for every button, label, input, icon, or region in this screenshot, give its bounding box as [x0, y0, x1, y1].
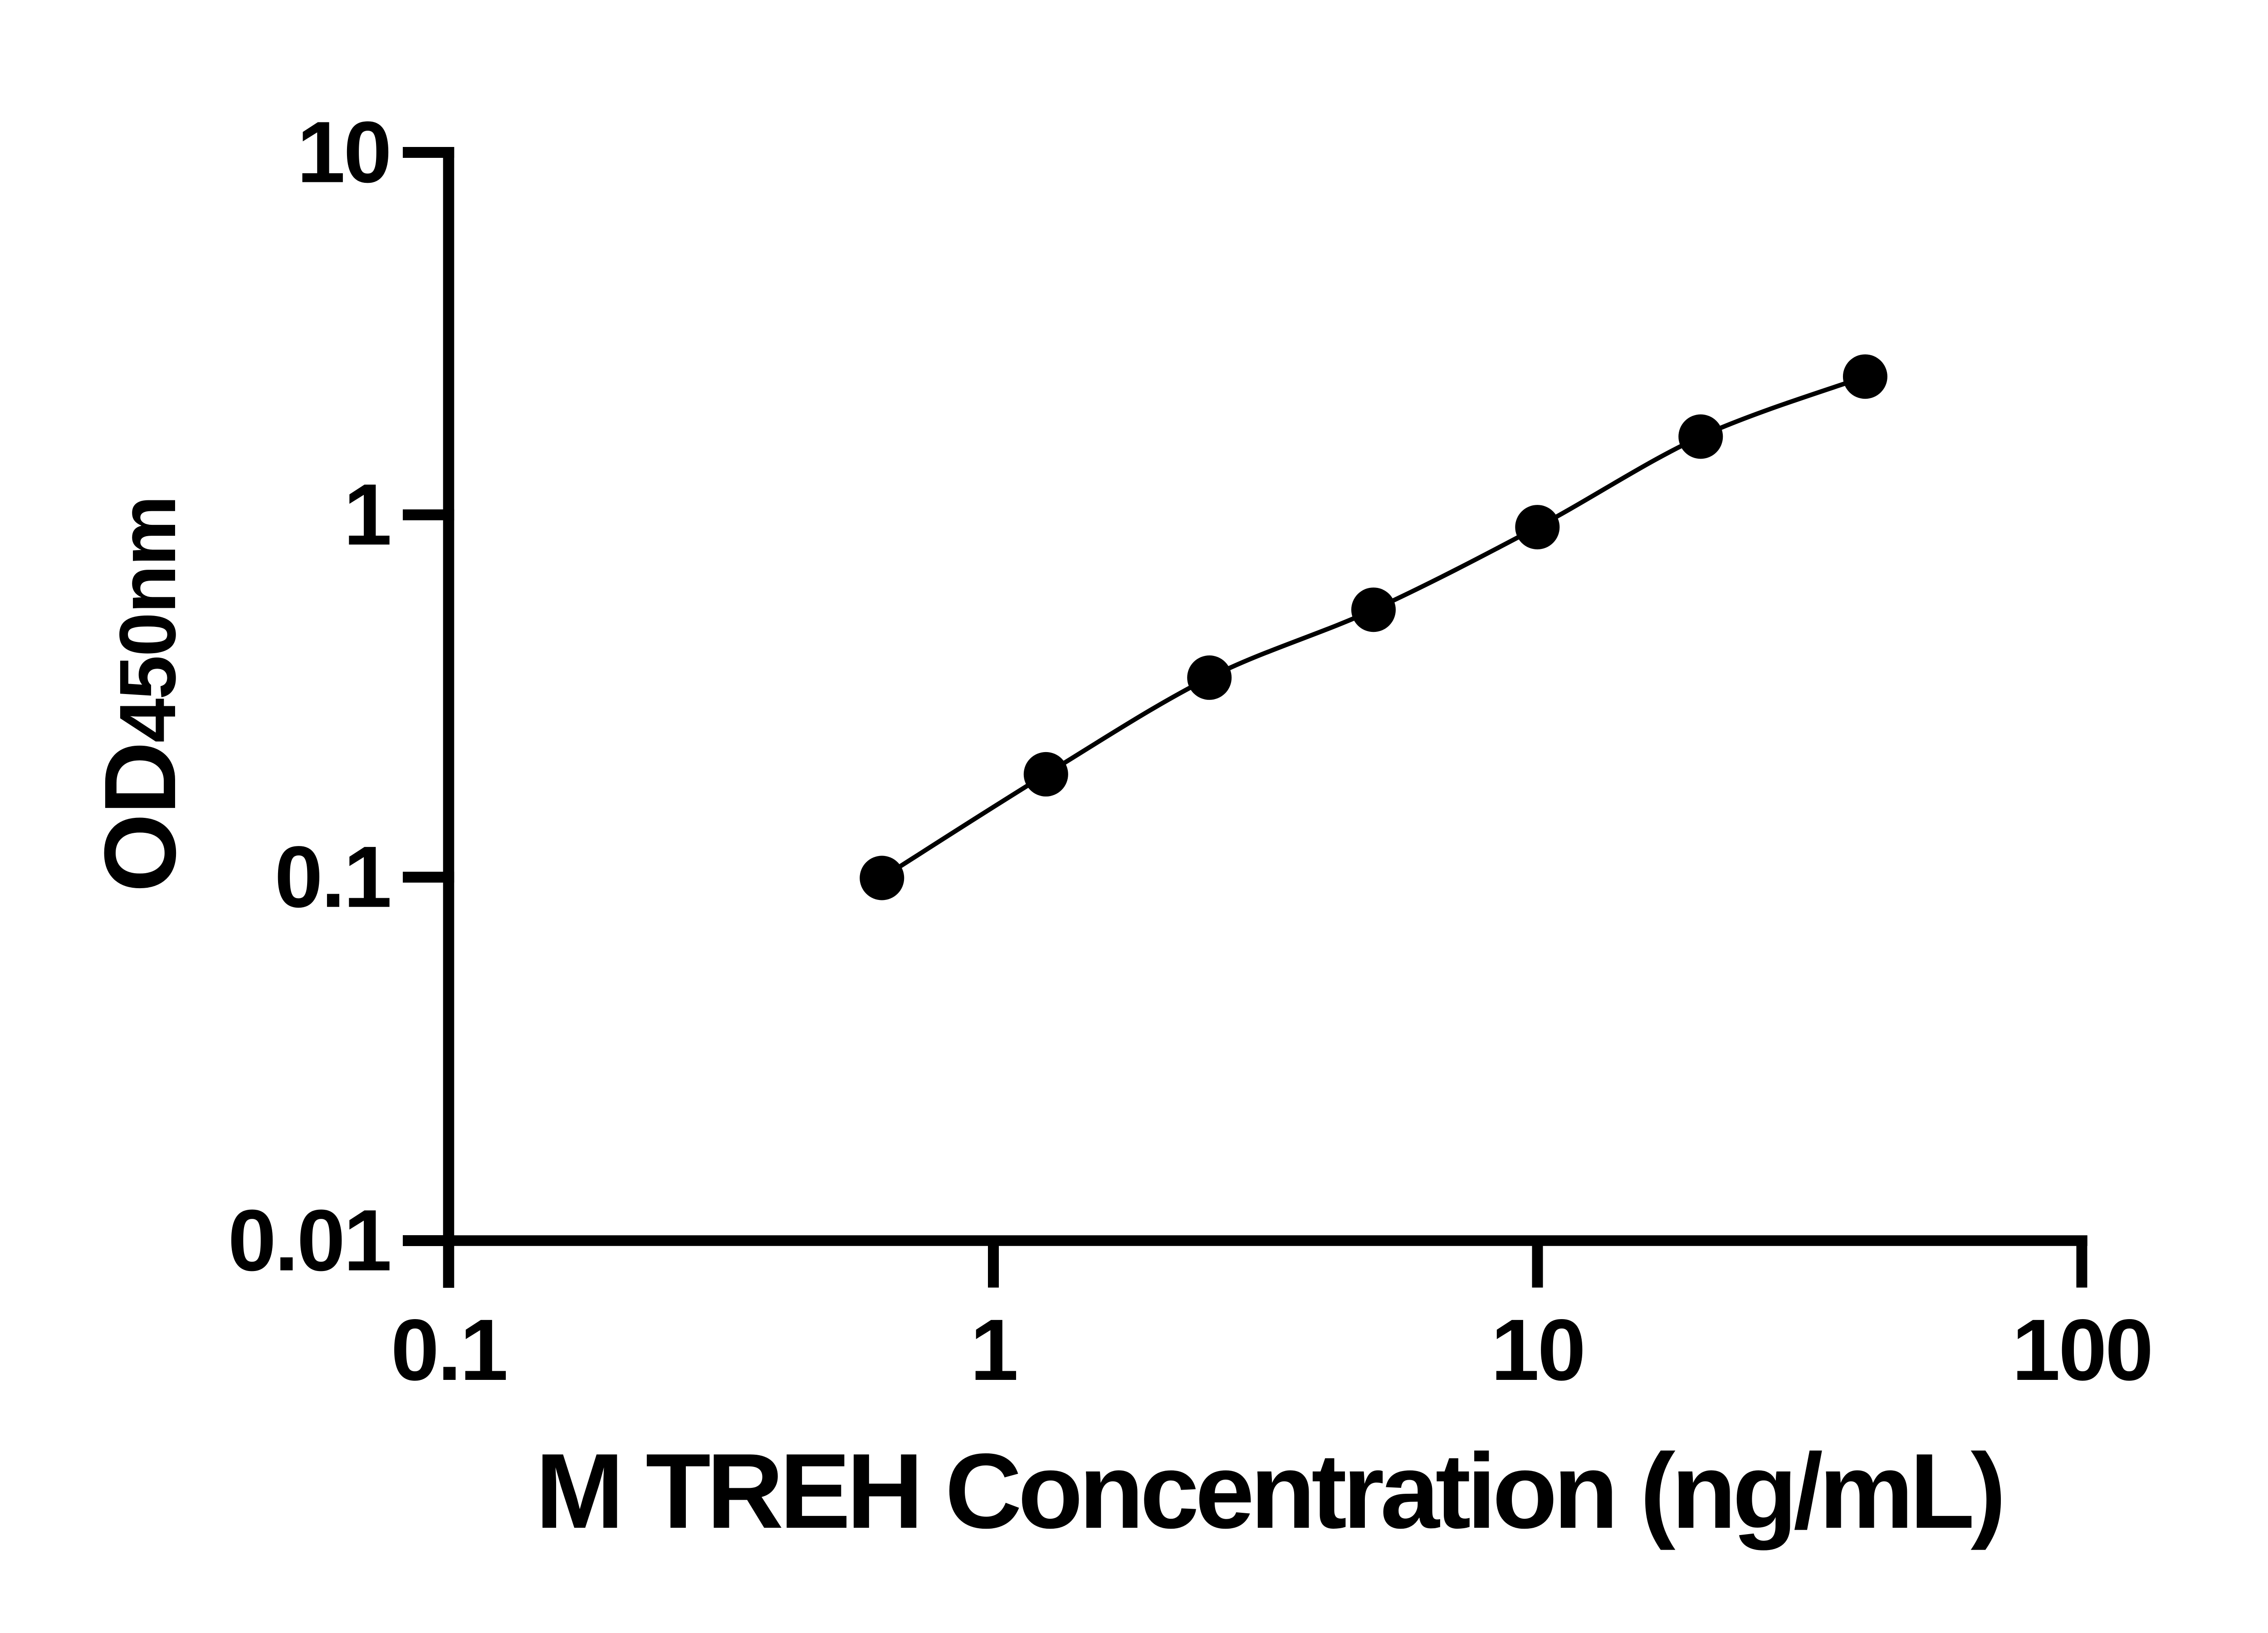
svg-text:10: 10 — [297, 103, 390, 201]
svg-text:0.1: 0.1 — [391, 1301, 507, 1398]
svg-text:100: 100 — [2012, 1301, 2151, 1398]
svg-text:0.1: 0.1 — [274, 828, 390, 925]
svg-text:1: 1 — [970, 1301, 1017, 1398]
svg-text:1: 1 — [343, 466, 390, 563]
svg-text:OD450nm: OD450nm — [83, 497, 197, 893]
svg-text:0.01: 0.01 — [228, 1192, 390, 1289]
svg-text:M TREH Concentration (ng/mL): M TREH Concentration (ng/mL) — [535, 1431, 2002, 1550]
svg-text:10: 10 — [1491, 1301, 1584, 1398]
